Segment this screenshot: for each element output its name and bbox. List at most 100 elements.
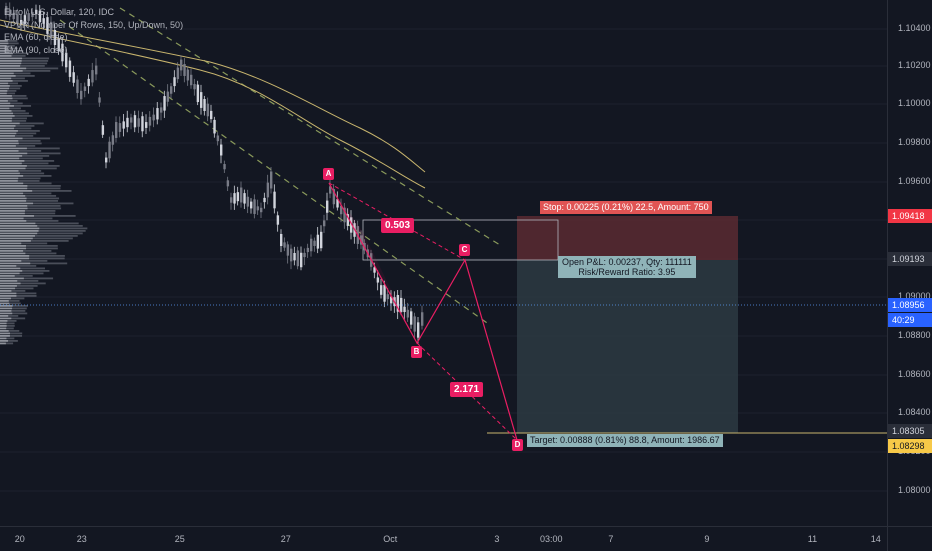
volume-bar xyxy=(0,322,15,325)
chart-canvas[interactable] xyxy=(0,0,887,526)
candle-body xyxy=(156,108,159,120)
volume-bar xyxy=(0,115,33,117)
candle-body xyxy=(240,187,243,203)
candle-body xyxy=(65,52,68,68)
volume-bar xyxy=(0,227,88,230)
volume-bar xyxy=(0,162,49,165)
volume-bar xyxy=(0,72,31,75)
volume-bar xyxy=(0,132,37,135)
point-b-label[interactable]: B xyxy=(411,346,422,358)
ratio-ac-label[interactable]: 0.503 xyxy=(381,218,415,233)
candle-body xyxy=(332,189,336,205)
volume-bar xyxy=(0,300,20,302)
volume-bar xyxy=(0,307,27,310)
volume-bar xyxy=(0,247,58,250)
candle-body xyxy=(300,252,303,268)
volume-bar xyxy=(0,230,86,232)
candle-body xyxy=(283,242,286,248)
vpvr-indicator-label[interactable]: VPVR (Number Of Rows, 150, Up/Down, 50) xyxy=(4,19,184,30)
time-tick: 7 xyxy=(608,534,614,544)
candle-body xyxy=(373,267,376,273)
volume-bar xyxy=(0,160,55,162)
candle-body xyxy=(80,90,83,100)
candle-body xyxy=(186,69,190,81)
volume-bar xyxy=(0,315,19,317)
stop-label[interactable]: Stop: 0.00225 (0.21%) 22.5, Amount: 750 xyxy=(540,201,712,214)
candle-body xyxy=(5,6,8,14)
candle-body xyxy=(176,67,180,80)
volume-bar-up xyxy=(0,207,28,210)
volume-bar xyxy=(0,270,50,272)
candle-body xyxy=(160,107,163,113)
volume-bar-up xyxy=(0,65,21,67)
volume-bar-up xyxy=(0,215,35,217)
candle-body xyxy=(250,201,253,209)
time-tick: 25 xyxy=(174,534,185,544)
ema-60-line[interactable] xyxy=(0,24,426,189)
target-label[interactable]: Target: 0.00888 (0.81%) 88.8, Amount: 19… xyxy=(527,434,723,447)
volume-bar xyxy=(0,185,61,187)
point-d-label[interactable]: D xyxy=(512,439,523,451)
candlesticks[interactable] xyxy=(5,2,424,344)
volume-bar xyxy=(0,225,83,227)
volume-bar-up xyxy=(0,332,10,335)
ema60-indicator-label[interactable]: EMA (60, close) xyxy=(4,32,68,42)
candle-body xyxy=(141,116,144,132)
symbol-title[interactable]: Euro / U.S. Dollar, 120, IDC xyxy=(4,7,115,17)
volume-bar-up xyxy=(0,197,27,200)
candle-body xyxy=(260,207,263,213)
volume-bar-up xyxy=(0,192,24,195)
time-tick: 11 xyxy=(807,534,818,544)
candle-body xyxy=(91,70,94,83)
volume-bar-up xyxy=(0,190,33,192)
candle-body xyxy=(133,115,137,128)
volume-bar-up xyxy=(0,130,18,132)
volume-bar xyxy=(0,42,19,45)
volume-bar xyxy=(0,155,50,157)
volume-bar-up xyxy=(0,175,24,177)
volume-bar xyxy=(0,135,34,137)
candle-body xyxy=(16,14,19,24)
time-tick: 3 xyxy=(494,534,500,544)
candle-body xyxy=(376,277,380,283)
volume-bar xyxy=(0,210,56,212)
stop-zone[interactable] xyxy=(517,216,738,260)
target-zone[interactable] xyxy=(517,260,738,433)
volume-bar xyxy=(0,272,44,275)
volume-bar-up xyxy=(0,295,17,297)
candle-body xyxy=(87,78,90,87)
ratio-bd-label[interactable]: 2.171 xyxy=(450,382,484,397)
volume-bar-up xyxy=(0,157,20,160)
time-axis[interactable]: 20 23 25 27 Oct 3 03:00 7 9 11 14 xyxy=(0,526,887,551)
candle-body xyxy=(46,17,49,34)
candle-body xyxy=(383,284,386,302)
candle-body xyxy=(206,103,210,117)
volume-bar-up xyxy=(0,152,28,155)
volume-bar xyxy=(0,130,40,132)
volume-bar xyxy=(0,77,25,80)
bd-ratio-line[interactable] xyxy=(416,342,518,441)
volume-bar xyxy=(0,337,15,340)
price-tick: 1.09800 xyxy=(898,137,931,147)
volume-bar-up xyxy=(0,255,30,257)
volume-bar xyxy=(0,117,27,120)
volume-bar xyxy=(0,112,29,115)
abcd-pattern[interactable] xyxy=(328,182,518,441)
volume-bar-up xyxy=(0,150,19,152)
candle-body xyxy=(230,197,233,203)
volume-bar-up xyxy=(0,160,25,162)
candle-body xyxy=(246,196,250,207)
pnl-label-box[interactable]: Open P&L: 0.00237, Qty: 111111 Risk/Rewa… xyxy=(558,256,696,278)
point-a-label[interactable]: A xyxy=(323,168,334,180)
volume-bar xyxy=(0,232,83,235)
volume-bar-up xyxy=(0,145,16,147)
ema90-indicator-label[interactable]: EMA (90, close) xyxy=(4,44,68,55)
point-c-label[interactable]: C xyxy=(459,244,470,256)
ema-90-line[interactable] xyxy=(0,19,426,173)
volume-bar xyxy=(0,105,32,107)
volume-bar-up xyxy=(0,272,20,275)
channel-line-upper[interactable] xyxy=(119,7,501,246)
volume-bar-up xyxy=(0,275,15,277)
candle-body xyxy=(310,238,313,252)
